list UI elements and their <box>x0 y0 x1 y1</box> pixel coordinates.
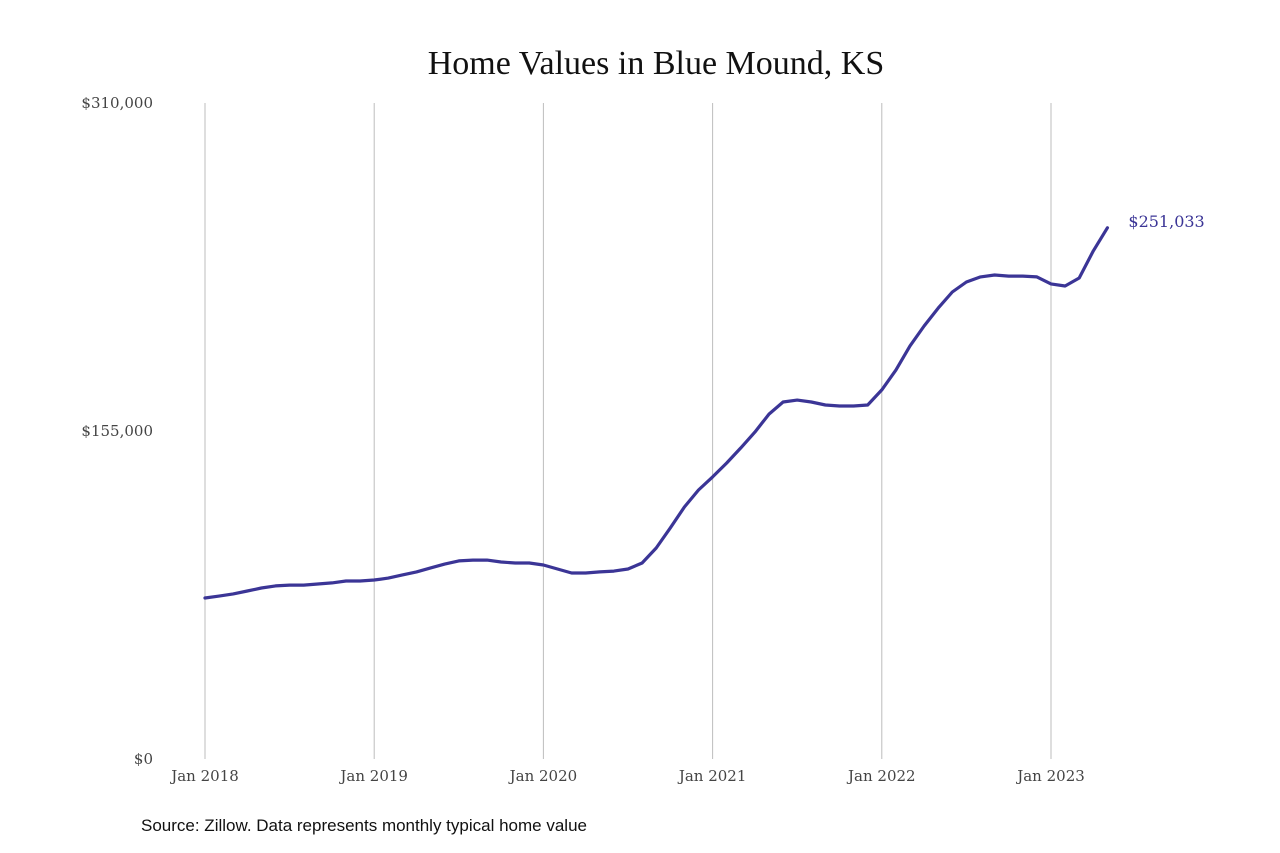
x-tick-label: Jan 2019 <box>338 767 408 785</box>
x-tick-label: Jan 2023 <box>1015 767 1085 785</box>
y-tick-label: $155,000 <box>81 422 153 440</box>
series-line <box>203 226 1109 600</box>
x-tick-label: Jan 2018 <box>169 767 239 785</box>
x-tick-label: Jan 2021 <box>677 767 747 785</box>
x-tick-label: Jan 2020 <box>508 767 578 785</box>
end-value-label: $251,033 <box>1128 212 1204 231</box>
y-tick-label: $0 <box>134 750 153 768</box>
y-tick-label: $310,000 <box>81 94 153 112</box>
chart-title: Home Values in Blue Mound, KS <box>428 45 884 82</box>
x-tick-label: Jan 2022 <box>846 767 916 785</box>
source-note: Source: Zillow. Data represents monthly … <box>141 816 587 835</box>
